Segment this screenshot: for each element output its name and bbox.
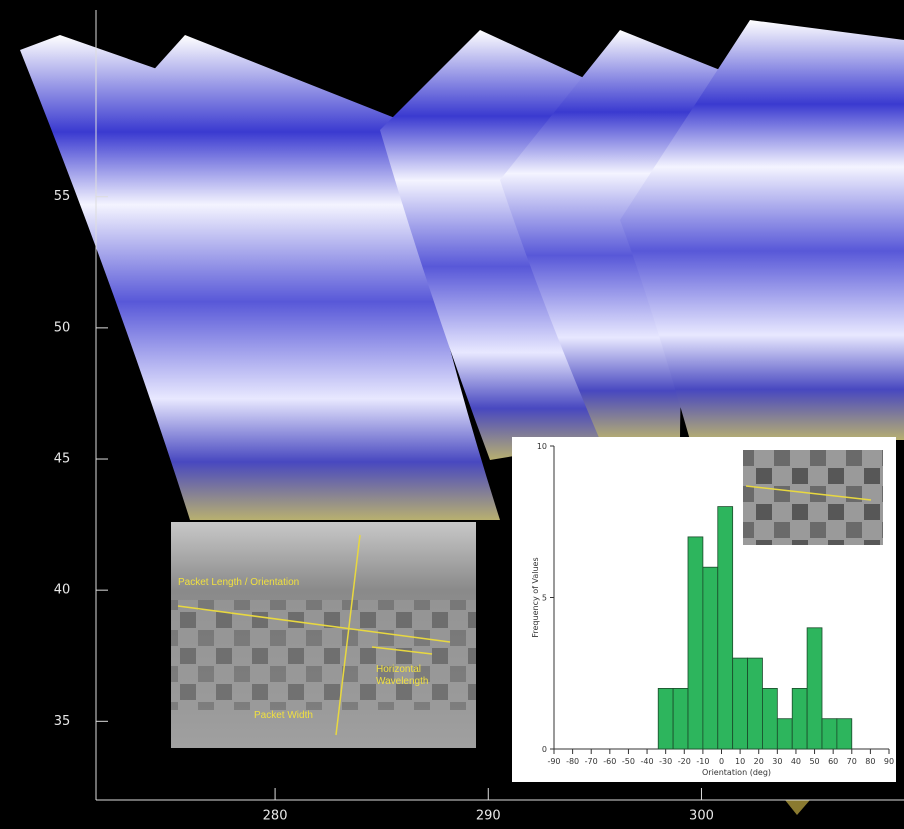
- x-tick-label: -90: [547, 757, 560, 766]
- x-tick-label: -60: [603, 757, 616, 766]
- annotation: Packet Length / Orientation: [178, 577, 299, 588]
- bar: [777, 719, 792, 749]
- x-axis-label: Orientation (deg): [702, 768, 771, 777]
- x-tick-label: -40: [641, 757, 654, 766]
- bar: [792, 688, 807, 749]
- x-tick-label: -20: [678, 757, 691, 766]
- y-tick-label: 0: [542, 745, 547, 754]
- y-tick-label: 50: [54, 320, 71, 335]
- x-tick-label: -30: [659, 757, 672, 766]
- page: 3540455055280290300 Packet Length / Orie…: [0, 0, 904, 829]
- y-tick-label: 35: [54, 714, 71, 729]
- x-tick-label: 20: [754, 757, 764, 766]
- x-tick-label: -70: [585, 757, 598, 766]
- bar: [762, 688, 777, 749]
- bar: [688, 537, 703, 749]
- bar: [658, 688, 673, 749]
- x-tick-label: 80: [865, 757, 875, 766]
- x-tick-label: -10: [696, 757, 709, 766]
- bar: [673, 688, 688, 749]
- bar: [718, 507, 733, 749]
- bar: [733, 658, 748, 749]
- x-tick-label: 280: [263, 809, 288, 824]
- x-tick-label: 90: [884, 757, 894, 766]
- annotation: Packet Width: [254, 710, 313, 721]
- y-tick-label: 55: [54, 189, 71, 204]
- bar: [837, 719, 852, 749]
- x-tick-label: 40: [791, 757, 801, 766]
- y-tick-label: 5: [542, 594, 547, 603]
- x-tick-label: -80: [566, 757, 579, 766]
- x-tick-label: 30: [772, 757, 782, 766]
- x-tick-label: 50: [809, 757, 819, 766]
- thumb-image: [743, 450, 883, 545]
- figure: 3540455055280290300 Packet Length / Orie…: [0, 0, 904, 829]
- bar: [703, 567, 718, 749]
- x-tick-label: 300: [689, 809, 714, 824]
- bar: [807, 628, 822, 749]
- bar: [822, 719, 837, 749]
- inset-texture: [171, 600, 476, 710]
- bar: [748, 658, 763, 749]
- x-tick-label: -50: [622, 757, 635, 766]
- y-axis-label: Frequency of Values: [531, 557, 540, 637]
- x-tick-label: 0: [719, 757, 724, 766]
- y-tick-label: 10: [537, 442, 547, 451]
- x-tick-label: 70: [847, 757, 857, 766]
- x-tick-label: 10: [735, 757, 745, 766]
- y-tick-label: 45: [54, 452, 71, 467]
- x-tick-label: 290: [476, 809, 501, 824]
- x-tick-label: 60: [828, 757, 838, 766]
- y-tick-label: 40: [54, 583, 71, 598]
